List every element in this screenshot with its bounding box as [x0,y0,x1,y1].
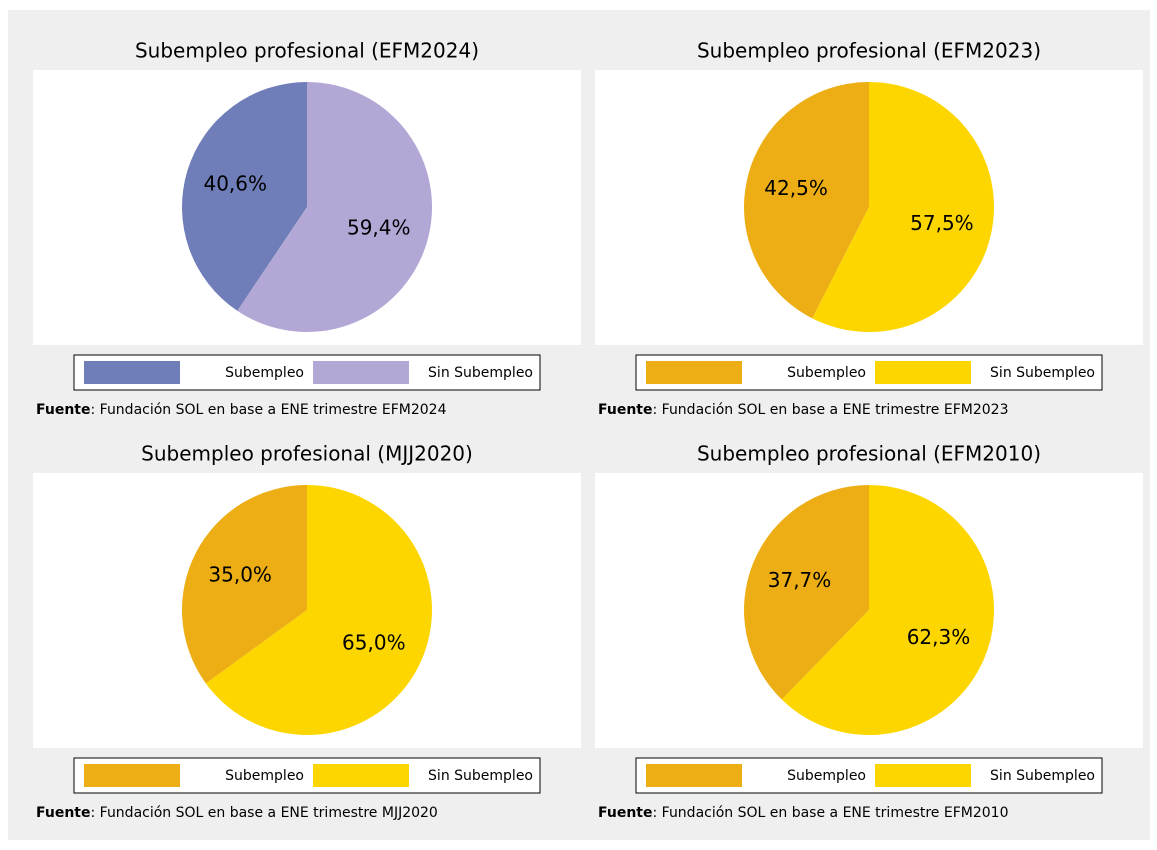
legend-swatch [313,764,409,787]
legend-swatch [313,361,409,384]
legend-swatch [875,361,971,384]
source-text: : Fundación SOL en base a ENE trimestre … [652,402,1008,418]
source-label: Fuente [36,402,90,418]
legend-label: Sin Subempleo [990,365,1095,381]
source-text: : Fundación SOL en base a ENE trimestre … [652,805,1008,821]
source-note: Fuente: Fundación SOL en base a ENE trim… [598,805,1008,821]
slice-label: 37,7% [768,568,832,592]
pie-slice [744,82,869,319]
slice-label: 62,3% [907,625,971,649]
chart-title: Subempleo profesional (EFM2023) [697,39,1041,63]
legend-swatch [84,361,180,384]
slice-label: 40,6% [203,172,267,196]
legend-swatch [875,764,971,787]
source-text: : Fundación SOL en base a ENE trimestre … [90,805,437,821]
legend-label: Sin Subempleo [990,768,1095,784]
source-text: : Fundación SOL en base a ENE trimestre … [90,402,446,418]
slice-label: 42,5% [764,176,828,200]
legend-swatch [646,764,742,787]
slice-label: 35,0% [208,562,272,586]
legend-label: Subempleo [787,768,866,784]
source-label: Fuente [598,402,652,418]
slice-label: 65,0% [342,631,406,655]
pie-slice [744,485,869,700]
source-label: Fuente [36,805,90,821]
legend-label: Subempleo [787,365,866,381]
legend-swatch [84,764,180,787]
source-note: Fuente: Fundación SOL en base a ENE trim… [36,402,447,418]
slice-label: 59,4% [347,215,411,239]
legend-label: Subempleo [225,768,304,784]
pie-slice [181,82,307,311]
legend-label: Subempleo [225,365,304,381]
chart-title: Subempleo profesional (EFM2010) [697,442,1041,466]
chart-title: Subempleo profesional (MJJ2020) [141,442,473,466]
pie-slice [237,82,433,332]
source-note: Fuente: Fundación SOL en base a ENE trim… [36,805,438,821]
pie-slice [205,485,433,736]
legend-swatch [646,361,742,384]
legend-label: Sin Subempleo [428,365,533,381]
legend-label: Sin Subempleo [428,768,533,784]
source-note: Fuente: Fundación SOL en base a ENE trim… [598,402,1008,418]
chart-title: Subempleo profesional (EFM2024) [135,39,479,63]
pie-slice [812,82,994,332]
source-label: Fuente [598,805,652,821]
slice-label: 57,5% [910,211,974,235]
pie-slice [781,485,994,735]
pie-slice [182,485,307,684]
